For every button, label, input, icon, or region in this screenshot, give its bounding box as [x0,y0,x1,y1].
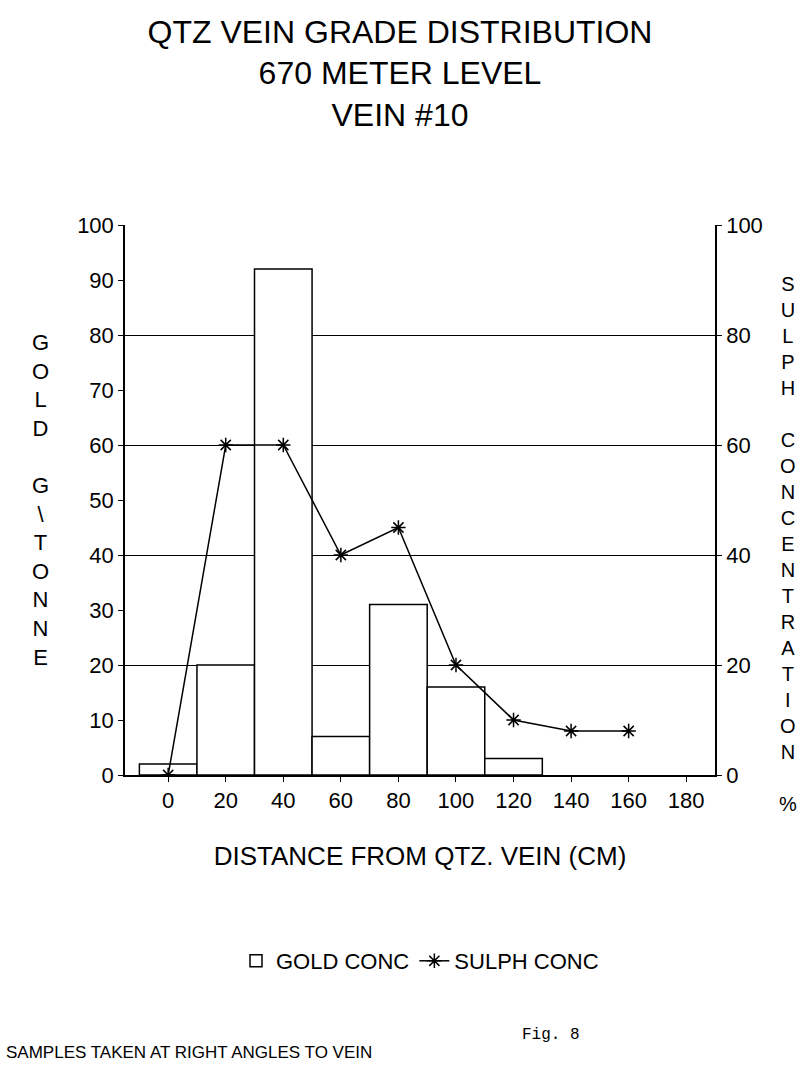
svg-text:0: 0 [726,763,738,788]
svg-text:50: 50 [89,488,113,513]
svg-text:SAMPLES TAKEN AT RIGHT ANGLES: SAMPLES TAKEN AT RIGHT ANGLES TO VEIN [6,1043,372,1062]
svg-text:40: 40 [271,788,295,813]
svg-text:SULPH CONC: SULPH CONC [454,949,598,974]
svg-text:180: 180 [668,788,705,813]
svg-text:QTZ VEIN GRADE DISTRIBUTION670: QTZ VEIN GRADE DISTRIBUTION670 METER LEV… [148,14,653,133]
svg-text:20: 20 [726,653,750,678]
svg-text:DISTANCE FROM QTZ. VEIN (CM): DISTANCE FROM QTZ. VEIN (CM) [214,841,627,871]
svg-text:Fig. 8: Fig. 8 [522,1026,580,1044]
svg-text:60: 60 [329,788,353,813]
svg-text:100: 100 [438,788,475,813]
svg-text:GOLD CONC: GOLD CONC [276,949,409,974]
svg-text:80: 80 [386,788,410,813]
svg-text:70: 70 [89,378,113,403]
svg-text:40: 40 [89,543,113,568]
svg-text:10: 10 [89,708,113,733]
svg-text:0: 0 [162,788,174,813]
svg-text:120: 120 [495,788,532,813]
svg-text:60: 60 [726,433,750,458]
svg-text:SULPH CONCENTRATION %: SULPH CONCENTRATION % [779,273,797,815]
svg-text:140: 140 [553,788,590,813]
svg-text:60: 60 [89,433,113,458]
svg-text:20: 20 [89,653,113,678]
svg-text:80: 80 [726,323,750,348]
svg-text:90: 90 [89,268,113,293]
svg-text:160: 160 [610,788,647,813]
svg-text:GOLD G\TONNE: GOLD G\TONNE [32,330,49,670]
svg-text:80: 80 [89,323,113,348]
svg-text:100: 100 [726,213,763,238]
svg-text:20: 20 [213,788,237,813]
svg-text:100: 100 [77,213,114,238]
svg-text:30: 30 [89,598,113,623]
svg-text:40: 40 [726,543,750,568]
svg-text:0: 0 [102,763,114,788]
